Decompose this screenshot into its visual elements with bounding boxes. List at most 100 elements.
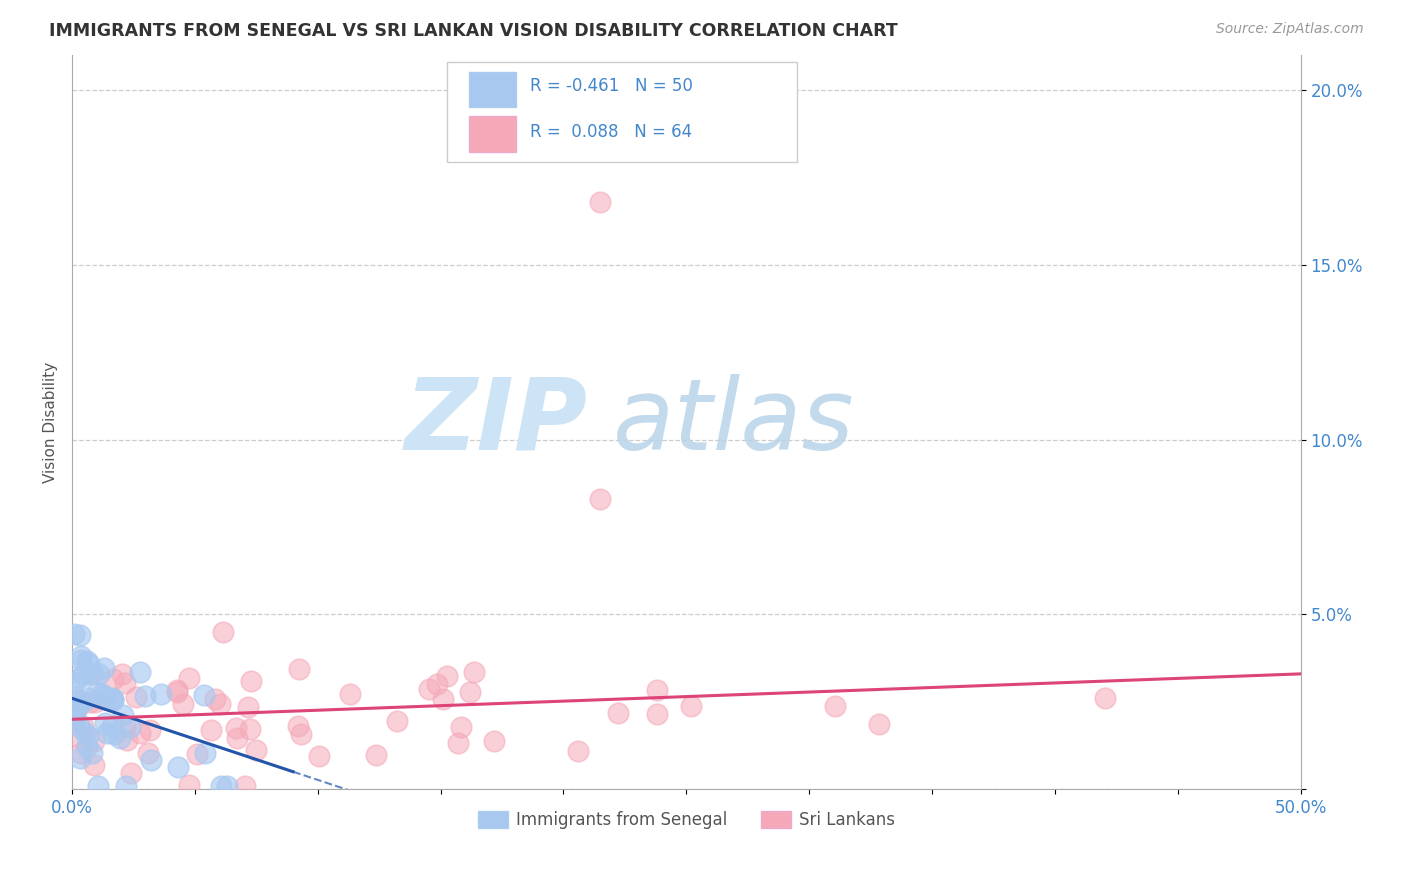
Point [63, 710, 86, 724]
Point [103, 727, 125, 741]
Point [79, 695, 101, 709]
Point [70, 653, 93, 667]
Point [129, 665, 152, 679]
Point [209, 779, 232, 793]
Point [450, 720, 472, 734]
Point [288, 662, 311, 676]
Point [94, 715, 117, 730]
Point [70, 694, 93, 708]
Point [138, 746, 160, 760]
Point [193, 688, 215, 702]
Text: atlas: atlas [613, 374, 855, 471]
Point [69, 720, 91, 734]
Point [101, 672, 124, 686]
Point [79, 666, 101, 681]
Point [75, 726, 97, 740]
Point [460, 684, 482, 698]
Point [238, 700, 260, 714]
Point [111, 708, 134, 723]
Point [111, 667, 134, 681]
Point [245, 743, 267, 757]
Text: ZIP: ZIP [405, 374, 588, 471]
Point [134, 689, 156, 703]
Point [645, 682, 668, 697]
Point [63, 627, 86, 641]
Point [69, 628, 91, 642]
FancyBboxPatch shape [468, 72, 516, 107]
Point [287, 719, 309, 733]
Point [69, 751, 91, 765]
Point [93, 661, 115, 675]
Point [1094, 690, 1116, 705]
Point [63, 690, 86, 704]
Point [225, 731, 247, 745]
Point [239, 722, 262, 736]
Legend: Immigrants from Senegal, Sri Lankans: Immigrants from Senegal, Sri Lankans [471, 805, 901, 836]
Point [589, 194, 612, 209]
Point [117, 733, 139, 747]
Point [63, 714, 86, 729]
Point [364, 748, 387, 763]
Point [86, 779, 108, 793]
Point [868, 716, 890, 731]
Point [233, 779, 256, 793]
FancyBboxPatch shape [447, 62, 797, 161]
Point [65, 701, 87, 715]
Point [120, 766, 142, 780]
Point [589, 492, 612, 507]
Point [447, 735, 470, 749]
Point [70, 746, 93, 760]
Point [172, 697, 194, 711]
Point [87, 666, 110, 681]
Text: R =  0.088   N = 64: R = 0.088 N = 64 [530, 123, 692, 141]
Point [108, 731, 131, 745]
Point [681, 698, 703, 713]
Point [209, 697, 232, 711]
Point [139, 723, 162, 737]
Point [63, 693, 86, 707]
Point [200, 723, 222, 737]
Point [186, 747, 208, 761]
Point [83, 757, 105, 772]
Point [77, 729, 100, 743]
Point [482, 734, 505, 748]
Point [125, 690, 148, 704]
Text: IMMIGRANTS FROM SENEGAL VS SRI LANKAN VISION DISABILITY CORRELATION CHART: IMMIGRANTS FROM SENEGAL VS SRI LANKAN VI… [49, 22, 898, 40]
Text: R = -0.461   N = 50: R = -0.461 N = 50 [530, 78, 693, 95]
Point [290, 727, 312, 741]
FancyBboxPatch shape [468, 117, 516, 152]
Point [308, 748, 330, 763]
Point [83, 696, 105, 710]
Point [76, 739, 98, 754]
Point [339, 687, 361, 701]
Point [115, 779, 138, 793]
Point [567, 744, 589, 758]
Point [645, 706, 668, 721]
Point [93, 690, 115, 704]
Point [177, 671, 200, 685]
Text: Source: ZipAtlas.com: Source: ZipAtlas.com [1216, 22, 1364, 37]
Point [63, 706, 86, 721]
Point [436, 669, 458, 683]
Point [67, 731, 90, 745]
Point [179, 778, 201, 792]
Point [114, 675, 136, 690]
Point [82, 746, 104, 760]
Point [167, 760, 190, 774]
Point [463, 665, 485, 679]
Point [70, 670, 93, 684]
Point [114, 719, 136, 733]
Point [128, 725, 150, 739]
Point [432, 691, 454, 706]
Point [103, 692, 125, 706]
Point [63, 674, 86, 689]
Point [76, 654, 98, 668]
Point [211, 625, 233, 640]
Point [100, 691, 122, 706]
Point [149, 687, 172, 701]
Point [204, 692, 226, 706]
Point [77, 691, 100, 706]
Point [72, 719, 94, 733]
Point [101, 692, 124, 706]
Point [82, 666, 104, 681]
